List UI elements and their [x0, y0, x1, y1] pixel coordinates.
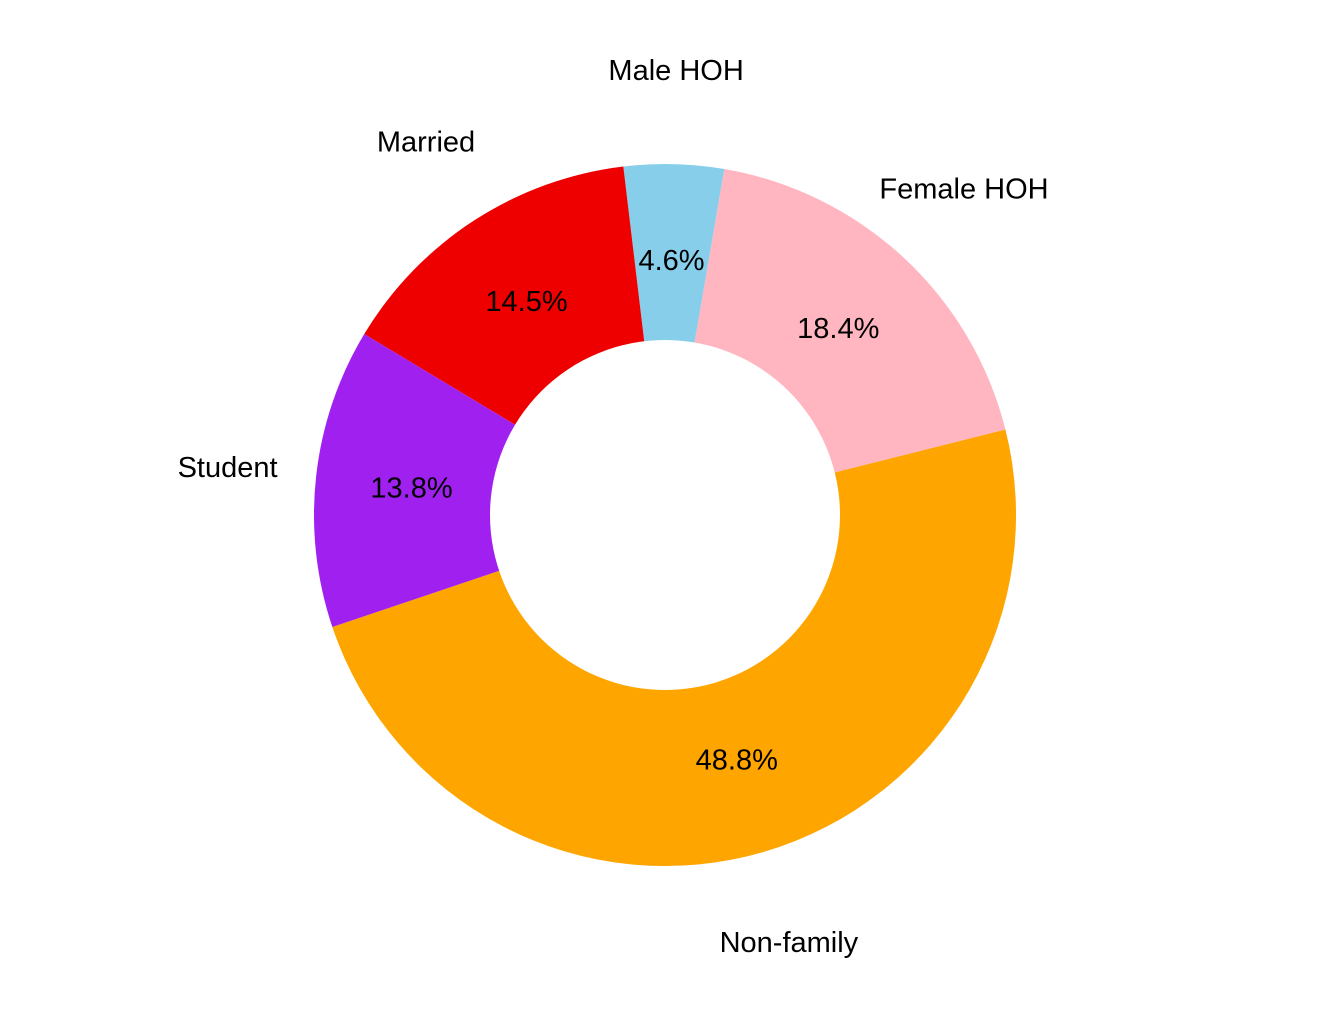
slice-category-label: Male HOH: [608, 55, 743, 87]
slice-student: [313, 334, 665, 627]
slice-category-label: Student: [178, 452, 278, 484]
slice-value-label: 48.8%: [696, 745, 778, 777]
slice-male-hoh: [623, 163, 725, 515]
slice-value-label: 18.4%: [797, 313, 879, 345]
slice-value-label: 4.6%: [638, 245, 704, 277]
slice-value-label: 13.8%: [370, 472, 452, 504]
slice-category-label: Female HOH: [879, 174, 1048, 206]
slice-value-label: 14.5%: [485, 286, 567, 318]
labels-layer: 48.8% Non-family 18.4% Female HOH 4.6% Male H…: [178, 55, 1049, 959]
slice-category-label: Non-family: [720, 927, 859, 959]
donut-hole: [490, 340, 840, 690]
slice-category-label: Married: [377, 126, 475, 158]
